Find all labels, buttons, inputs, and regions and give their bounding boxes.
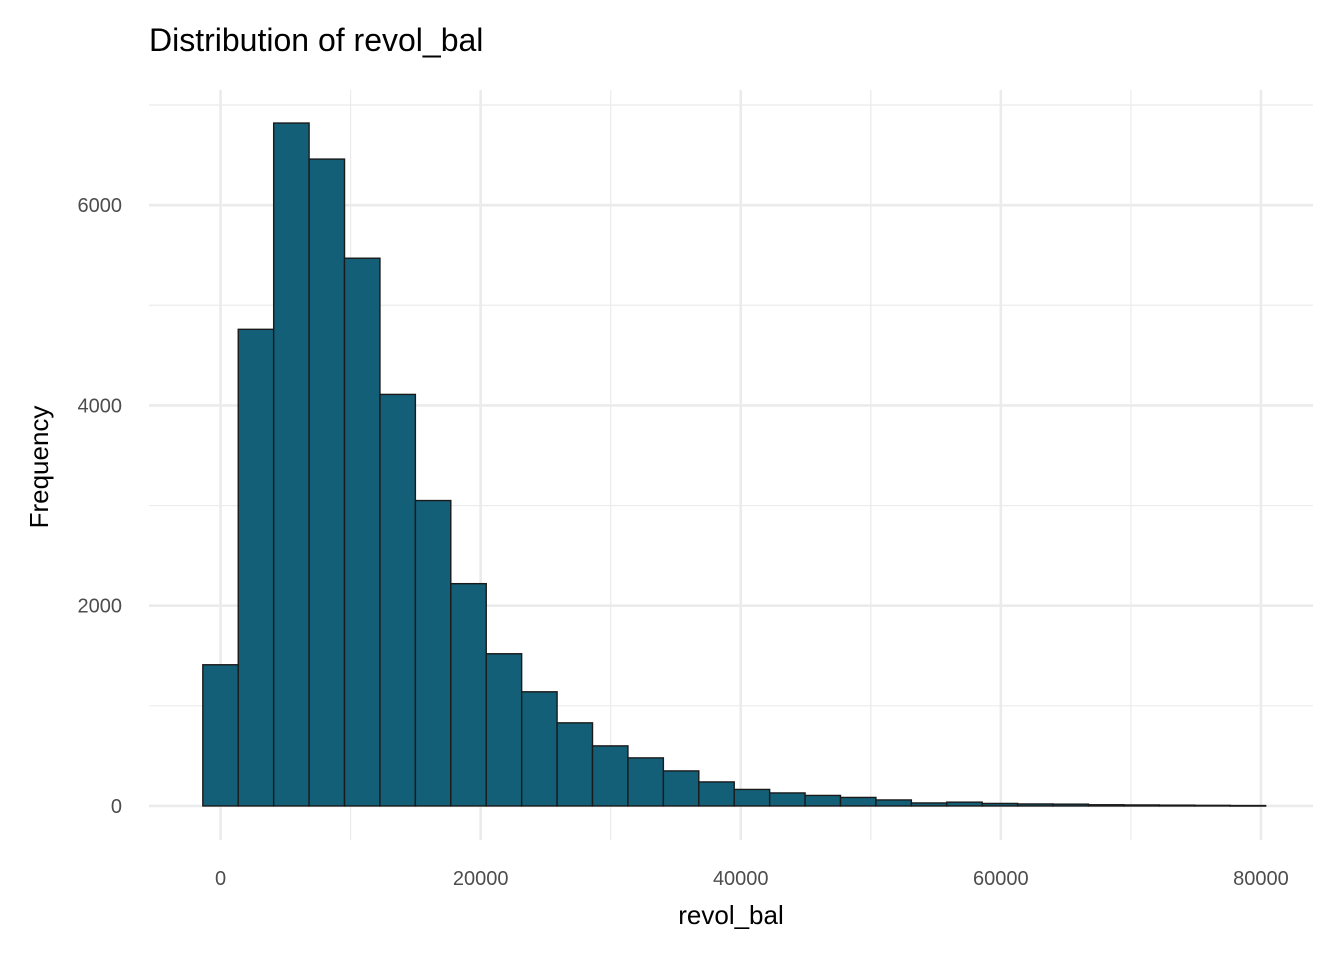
histogram-bar — [946, 801, 983, 807]
histogram-bar — [1016, 803, 1054, 807]
histogram-bar — [1123, 804, 1161, 807]
y-axis-title: Frequency — [24, 406, 54, 529]
y-tick-label: 2000 — [78, 596, 123, 618]
histogram-bar — [520, 691, 558, 807]
histogram-bar — [875, 799, 913, 807]
histogram-bar — [485, 653, 523, 807]
histogram-bar — [768, 792, 806, 807]
histogram-bar — [1052, 803, 1090, 807]
histogram-bar — [272, 122, 310, 807]
y-axis-tick-labels: 0 2000 4000 6000 — [78, 195, 123, 818]
histogram-bar — [414, 499, 452, 807]
histogram-bar — [1087, 804, 1125, 807]
histogram-bar — [627, 757, 665, 807]
histogram-bar — [379, 393, 417, 807]
histogram-bar — [733, 788, 771, 807]
histogram-bar — [981, 802, 1019, 807]
histogram-bar — [698, 781, 735, 807]
histogram-bar — [1158, 804, 1196, 807]
x-axis-title: revol_bal — [678, 900, 784, 930]
histogram-bar — [343, 257, 381, 807]
histogram-bar — [237, 328, 275, 807]
y-tick-label: 4000 — [78, 395, 123, 417]
y-tick-label: 6000 — [78, 195, 123, 217]
histogram-bar — [910, 802, 948, 807]
histogram-bar — [804, 794, 842, 807]
histogram-bar — [1229, 804, 1267, 807]
chart-title: Distribution of revol_bal — [149, 22, 484, 58]
x-tick-label: 0 — [215, 868, 226, 890]
histogram-bar — [839, 796, 877, 807]
histogram-bars — [202, 122, 1267, 807]
y-tick-label: 0 — [111, 796, 122, 818]
histogram-bar — [308, 158, 346, 807]
x-tick-label: 20000 — [453, 868, 509, 890]
histogram-bar — [662, 770, 700, 807]
histogram-bar — [556, 722, 594, 807]
x-tick-label: 60000 — [973, 868, 1029, 890]
histogram-bar — [450, 582, 487, 807]
x-tick-label: 40000 — [713, 868, 769, 890]
x-axis-tick-labels: 0 20000 40000 60000 80000 — [215, 868, 1289, 890]
histogram-bar — [591, 745, 629, 807]
histogram-bar — [202, 664, 239, 807]
histogram-bar — [1194, 804, 1231, 807]
x-tick-label: 80000 — [1233, 868, 1289, 890]
